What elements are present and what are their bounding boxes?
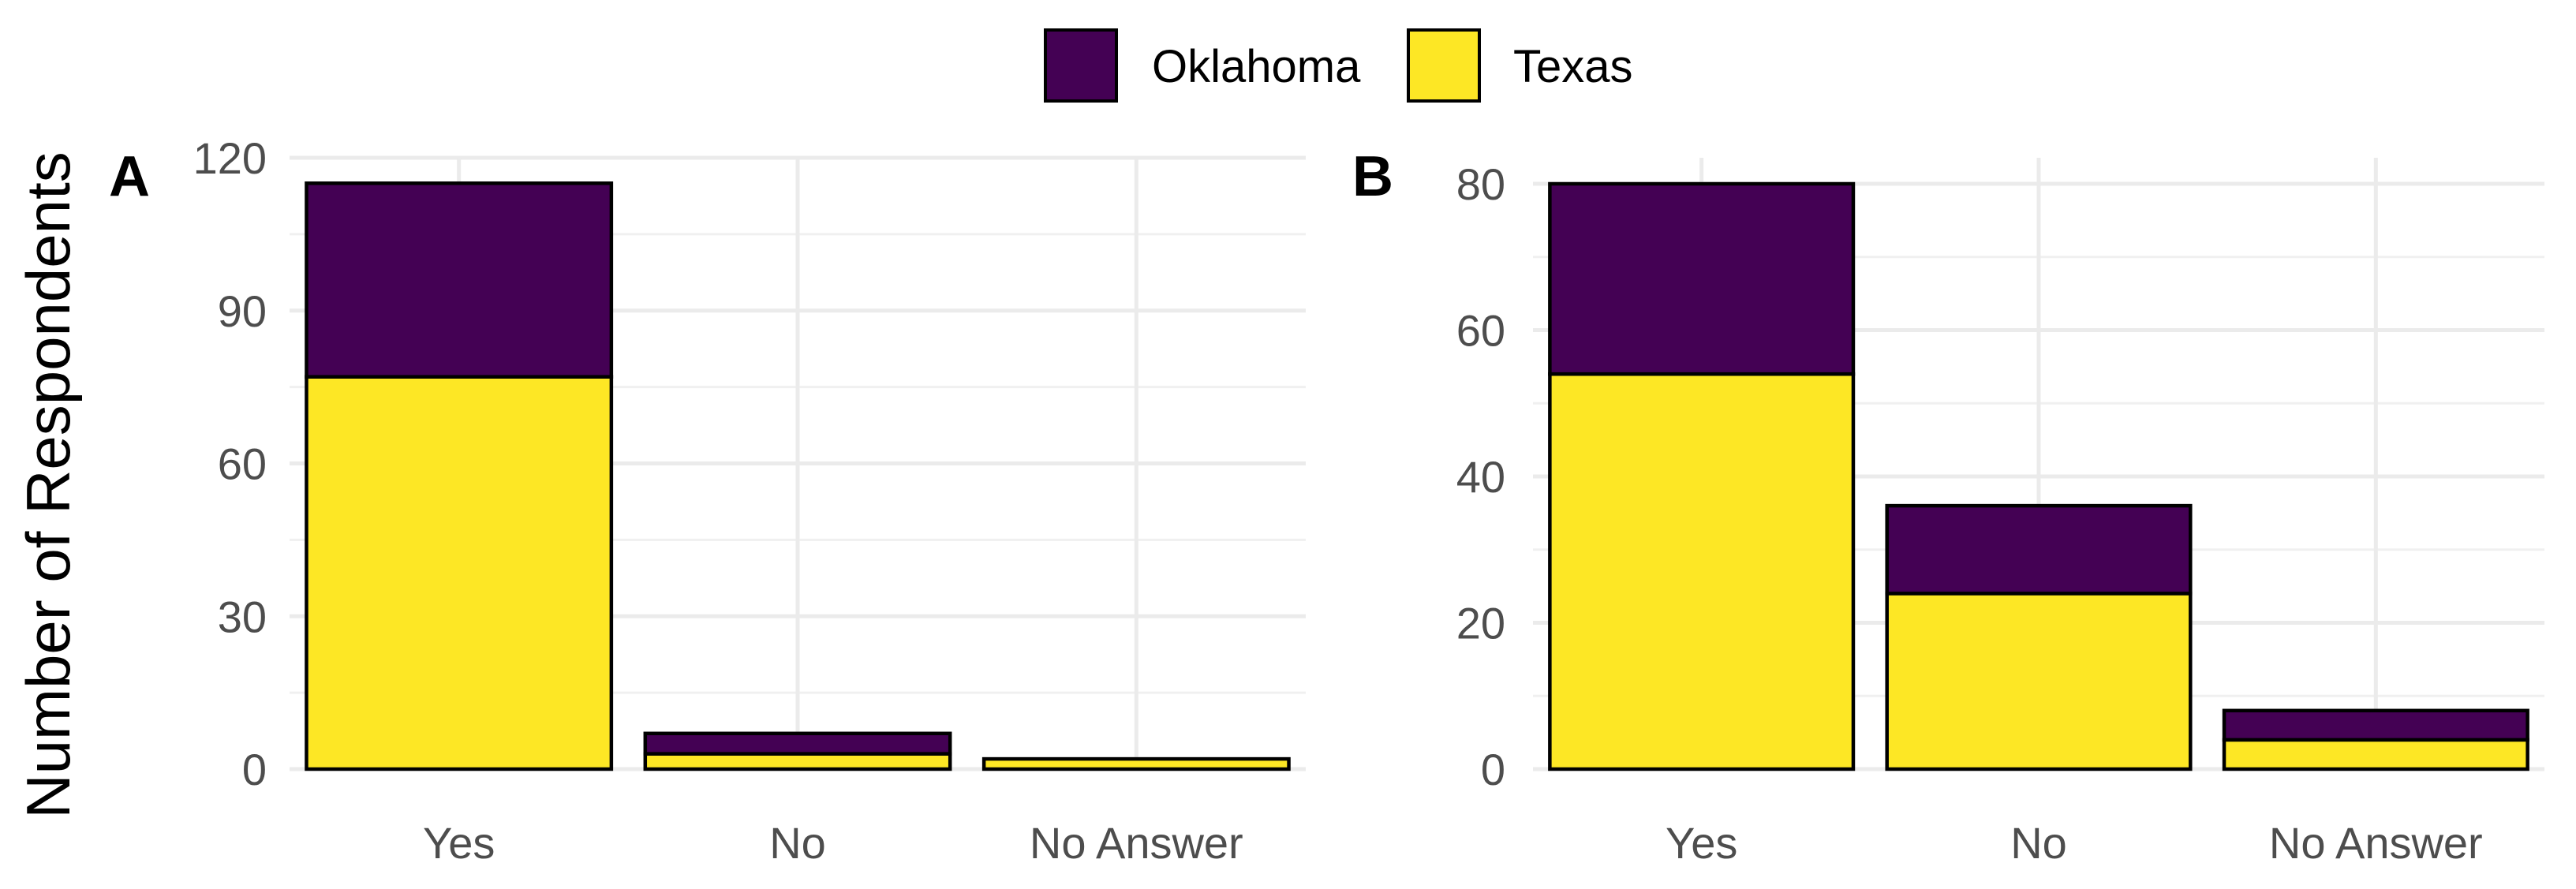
x-tick-label-no-answer: No Answer — [1030, 818, 1243, 868]
y-tick-label: 80 — [1456, 159, 1505, 209]
legend-swatch-oklahoma — [1044, 28, 1118, 103]
x-tick-label-yes: Yes — [1666, 818, 1737, 868]
bar-oklahoma-yes — [305, 181, 614, 379]
panel-label: A — [109, 145, 150, 208]
panel-a: 0 30 60 90 120 Yes No No Answer A — [109, 133, 1306, 868]
x-tick-label-yes: Yes — [423, 818, 495, 868]
y-axis-title: Number of Respondents — [13, 151, 83, 818]
bar-oklahoma-yes — [1548, 181, 1856, 376]
legend-label-texas: Texas — [1513, 41, 1633, 92]
bar-texas-no — [1885, 592, 2193, 771]
y-tick-label: 0 — [242, 745, 267, 794]
bar-texas-no-answer — [981, 756, 1291, 771]
x-tick-label-no: No — [769, 818, 826, 868]
y-tick-label: 30 — [218, 592, 267, 641]
y-tick-label: 40 — [1456, 452, 1505, 502]
panel-b: 0 20 40 60 80 Yes No No Answer B — [1352, 145, 2544, 868]
y-tick-label: 60 — [1456, 306, 1505, 356]
legend-label-oklahoma: Oklahoma — [1152, 41, 1361, 92]
panel-label: B — [1352, 145, 1393, 208]
bar-texas-yes — [305, 375, 614, 771]
legend-swatch-texas — [1407, 28, 1481, 103]
bar-texas-no-answer — [2222, 738, 2529, 771]
bar-oklahoma-no-answer — [2222, 708, 2529, 742]
bar-texas-yes — [1548, 372, 1856, 771]
y-tick-label: 20 — [1456, 599, 1505, 648]
y-tick-label: 60 — [218, 439, 267, 489]
bar-oklahoma-no — [643, 731, 952, 756]
bar-texas-no — [643, 752, 952, 771]
y-tick-label: 0 — [1481, 745, 1505, 794]
y-tick-label: 120 — [193, 133, 267, 183]
x-tick-label-no: No — [2010, 818, 2067, 868]
legend: Oklahoma Texas — [1044, 28, 1633, 103]
bar-oklahoma-no — [1885, 503, 2193, 596]
y-tick-label: 90 — [218, 286, 267, 336]
x-tick-label-no-answer: No Answer — [2269, 818, 2483, 868]
